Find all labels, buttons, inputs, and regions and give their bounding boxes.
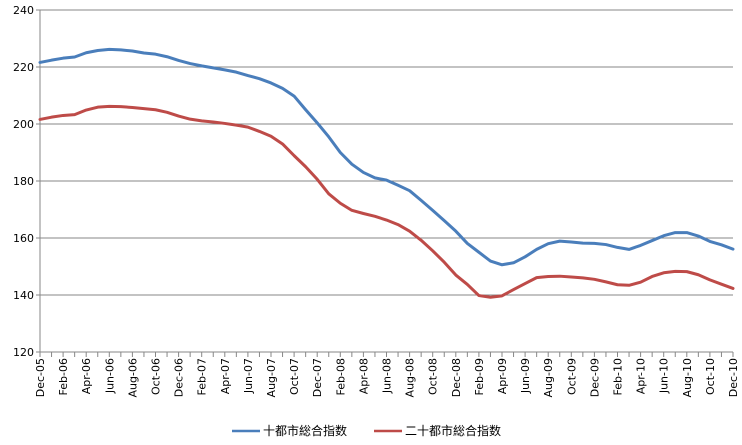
x-tick-label: Dec-10 (727, 358, 740, 397)
x-tick-label: Oct-10 (704, 358, 717, 395)
x-tick-label: Aug-10 (681, 358, 694, 397)
x-axis: Dec-05 Feb-06 Apr-06 Jun-06 Aug-06 Oct-06 Dec-… (34, 351, 740, 397)
x-tick-label: Dec-05 (34, 358, 47, 397)
x-tick-label: Apr-10 (635, 358, 648, 394)
legend: 十都市総合指数 二十都市総合指数 (232, 423, 501, 438)
x-tick-label: Dec-08 (450, 358, 463, 397)
x-tick-label: Aug-07 (265, 358, 278, 397)
y-tick-label: 240 (13, 4, 34, 17)
x-tick-label: Feb-10 (612, 358, 625, 395)
legend-label-series-1: 十都市総合指数 (263, 423, 347, 438)
x-tick-label: Apr-07 (219, 358, 232, 394)
x-tick-label: Oct-08 (427, 358, 440, 395)
x-tick-label: Feb-07 (196, 358, 209, 395)
x-tick-label: Dec-06 (173, 358, 186, 397)
y-tick-label: 120 (13, 346, 34, 359)
x-tick-label: Dec-07 (311, 358, 324, 397)
legend-label-series-2: 二十都市総合指数 (405, 423, 501, 438)
x-tick-label: Aug-08 (404, 358, 417, 397)
series-line-1 (38, 47, 735, 267)
x-tick-label: Aug-06 (126, 358, 139, 397)
x-tick-label: Aug-09 (542, 358, 555, 397)
y-tick-label: 160 (13, 232, 34, 245)
y-tick-label: 180 (13, 175, 34, 188)
series-line-2 (38, 104, 735, 299)
y-axis: 120 140 160 180 200 220 240 (13, 4, 41, 359)
x-tick-label: Jun-06 (103, 358, 116, 394)
x-tick-label: Jun-07 (242, 358, 255, 394)
x-tick-label: Jun-08 (381, 358, 394, 394)
y-tick-label: 140 (13, 289, 34, 302)
x-tick-label: Apr-06 (80, 358, 93, 394)
x-tick-label: Feb-06 (57, 358, 70, 395)
x-tick-label: Feb-09 (473, 358, 486, 395)
x-tick-label: Jun-09 (519, 358, 532, 394)
x-tick-label: Oct-09 (565, 358, 578, 395)
series-lines (38, 47, 735, 299)
x-tick-label: Apr-08 (357, 358, 370, 394)
x-tick-label: Jun-10 (658, 358, 671, 394)
x-tick-label: Oct-07 (288, 358, 301, 395)
x-tick-label: Feb-08 (334, 358, 347, 395)
y-tick-label: 200 (13, 118, 34, 131)
x-tick-label: Dec-09 (588, 358, 601, 397)
y-tick-label: 220 (13, 61, 34, 74)
x-tick-label: Apr-09 (496, 358, 509, 394)
x-tick-label: Oct-06 (150, 358, 163, 395)
